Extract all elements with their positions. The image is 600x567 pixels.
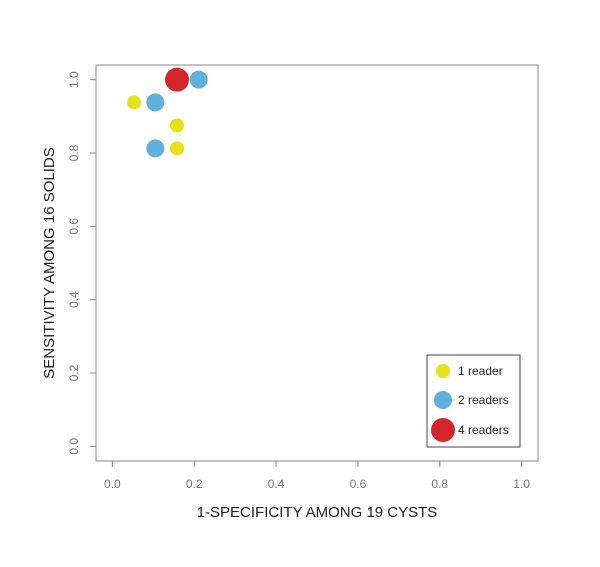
- legend-marker: [436, 364, 450, 378]
- data-point: [127, 95, 142, 110]
- y-tick-label: 0.4: [67, 291, 81, 308]
- data-point: [189, 70, 208, 89]
- data-point: [170, 118, 185, 133]
- y-tick-label: 0.8: [67, 144, 81, 161]
- data-point: [146, 139, 165, 158]
- plot-frame: [95, 64, 539, 462]
- data-point: [170, 141, 185, 156]
- legend-items: 1 reader 2 readers 4 readers: [431, 364, 509, 442]
- y-tick-label: 1.0: [67, 71, 81, 88]
- legend: 1 reader 2 readers 4 readers: [426, 354, 521, 448]
- y-axis-title: SENSITIVITY AMONG 16 SOLIDS: [41, 147, 58, 378]
- legend-label: 2 readers: [458, 393, 509, 407]
- x-tick-label: 0.8: [431, 477, 448, 491]
- x-axis: 0.0 0.2 0.4 0.6 0.8 1.0: [104, 461, 530, 491]
- legend-marker: [431, 418, 455, 442]
- y-tick-label: 0.6: [67, 218, 81, 235]
- data-point: [165, 67, 190, 92]
- y-tick-label: 0.0: [67, 438, 81, 455]
- data-point: [146, 93, 165, 112]
- x-tick-label: 0.0: [104, 477, 121, 491]
- x-axis-title: 1-SPECIFICITY AMONG 19 CYSTS: [197, 504, 438, 521]
- y-axis: 0.0 0.2 0.4 0.6 0.8 1.0: [67, 71, 96, 455]
- legend-label: 4 readers: [458, 423, 509, 437]
- x-tick-label: 0.4: [268, 477, 285, 491]
- legend-marker: [434, 391, 452, 409]
- x-tick-label: 1.0: [513, 477, 530, 491]
- x-tick-label: 0.6: [350, 477, 367, 491]
- x-tick-label: 0.2: [186, 477, 203, 491]
- data-points: [127, 67, 208, 158]
- y-tick-label: 0.2: [67, 364, 81, 381]
- legend-label: 1 reader: [458, 364, 503, 378]
